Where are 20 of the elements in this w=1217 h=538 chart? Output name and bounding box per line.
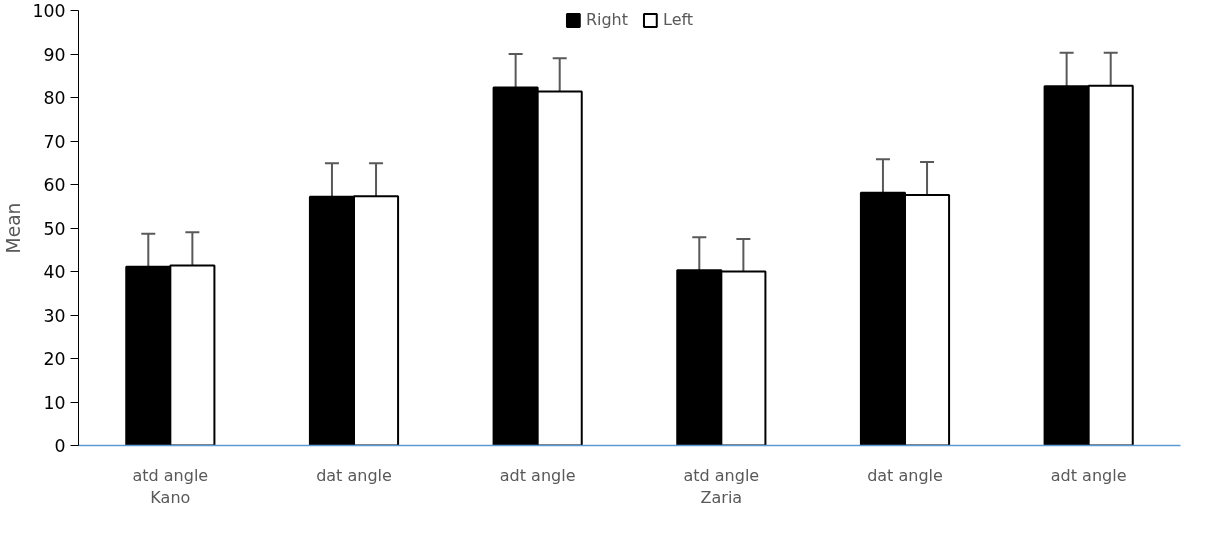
y-tick-label: 20 — [43, 349, 66, 369]
y-tick-label: 30 — [43, 305, 66, 326]
y-tick-label: 50 — [43, 218, 66, 239]
x-tick-label: atd angle Kano — [132, 465, 209, 508]
legend-label: Left — [663, 10, 694, 29]
y-tick-label: 90 — [43, 44, 66, 65]
x-tick-label: dat angle — [316, 465, 392, 485]
x-tick-label: adt angle — [1050, 465, 1127, 485]
legend-label: Right — [585, 10, 629, 29]
y-tick-label: 0 — [54, 436, 66, 456]
y-tick-label: 70 — [43, 131, 66, 152]
y-axis-title: Mean — [3, 202, 25, 254]
y-tick-label: 60 — [43, 175, 66, 195]
y-tick-label: 80 — [43, 88, 66, 108]
x-tick-label: dat angle — [867, 465, 943, 485]
y-tick-label: 10 — [43, 392, 66, 413]
y-tick-label: 40 — [43, 262, 66, 282]
x-tick-label: atd angle Zaria — [683, 465, 760, 508]
x-tick-label: adt angle — [499, 465, 576, 485]
y-tick-label: 100 — [32, 1, 66, 21]
